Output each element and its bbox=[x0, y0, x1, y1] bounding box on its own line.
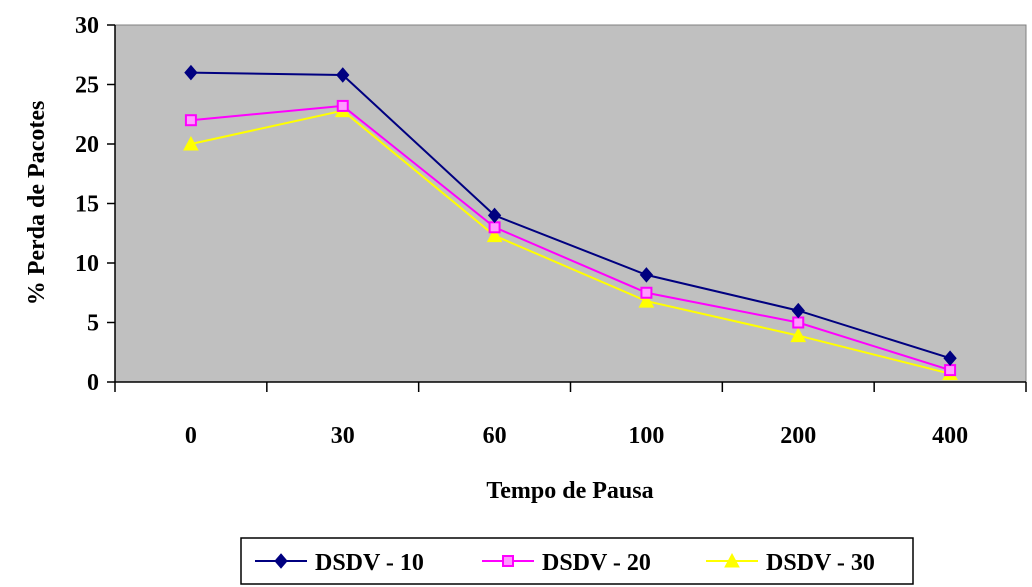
legend-label: DSDV - 30 bbox=[766, 550, 875, 576]
legend-label: DSDV - 20 bbox=[542, 550, 651, 576]
data-point bbox=[184, 64, 198, 81]
legend-marker bbox=[274, 553, 288, 569]
y-axis: 0 5 10 15 20 25 30 bbox=[75, 13, 116, 396]
legend: DSDV - 10 DSDV - 20 DSDV - 30 bbox=[240, 537, 914, 585]
x-tick-label: 400 bbox=[932, 423, 968, 449]
x-tick-label: 30 bbox=[331, 423, 355, 449]
data-point bbox=[790, 327, 807, 343]
data-point bbox=[184, 114, 197, 127]
data-point bbox=[792, 316, 805, 329]
legend-item: DSDV - 30 bbox=[706, 550, 875, 576]
x-tick-label: 0 bbox=[185, 423, 197, 449]
y-tick-label: 5 bbox=[87, 311, 99, 337]
data-point bbox=[336, 67, 350, 83]
legend-box bbox=[240, 537, 914, 585]
legend-marker bbox=[724, 552, 740, 568]
series-line bbox=[190, 109, 951, 375]
y-axis-title: % Perda de Pacotes bbox=[24, 101, 50, 306]
plot-area bbox=[114, 24, 1027, 383]
y-tick-label: 10 bbox=[75, 251, 99, 277]
x-tick-label: 100 bbox=[628, 423, 664, 449]
y-tick-label: 20 bbox=[75, 132, 99, 158]
series-1 bbox=[184, 64, 957, 366]
y-tick-label: 15 bbox=[75, 192, 99, 218]
data-point bbox=[183, 135, 199, 151]
data-point bbox=[639, 267, 654, 283]
x-axis-title: Tempo de Pausa bbox=[486, 478, 653, 504]
legend-item: DSDV - 20 bbox=[482, 550, 651, 576]
x-tick-label: 200 bbox=[780, 423, 816, 449]
legend-item: DSDV - 10 bbox=[255, 550, 424, 576]
legend-label: DSDV - 10 bbox=[315, 550, 424, 576]
legend-marker bbox=[502, 555, 514, 567]
series-line bbox=[190, 71, 951, 360]
data-point bbox=[638, 293, 655, 308]
x-tick-label: 60 bbox=[483, 423, 507, 449]
data-point bbox=[791, 302, 805, 319]
data-point bbox=[943, 350, 957, 366]
data-point bbox=[944, 364, 957, 377]
data-point bbox=[486, 227, 503, 243]
x-axis: 0 30 60 100 200 400 bbox=[114, 381, 1027, 449]
y-tick-label: 25 bbox=[75, 73, 99, 99]
series-line bbox=[190, 104, 951, 372]
y-tick-label: 0 bbox=[87, 370, 99, 396]
data-point bbox=[487, 207, 502, 224]
y-tick-label: 30 bbox=[75, 13, 99, 39]
data-point bbox=[640, 286, 653, 299]
series-layer bbox=[183, 64, 958, 381]
data-point bbox=[336, 99, 349, 112]
data-point bbox=[488, 221, 501, 234]
